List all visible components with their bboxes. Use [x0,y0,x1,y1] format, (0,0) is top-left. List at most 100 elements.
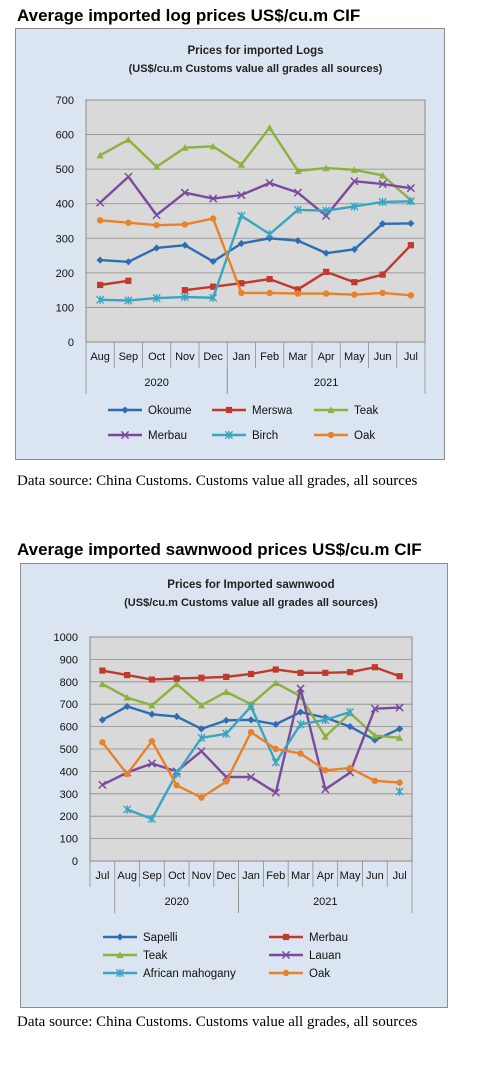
logs-series-oak-point [96,217,104,224]
sawnwood-series-african-mahogany-point [395,787,404,796]
sawnwood-series-african-mahogany-point [321,715,330,724]
logs-series-birch-point [96,295,105,304]
sawnwood-chart-title: Prices for Imported sawnwood [167,579,334,591]
logs-series-oak-point [153,221,160,229]
sawnwood-legend-swatch-marker [115,968,125,978]
logs-series-teak-point [181,144,189,151]
logs-legend-swatch-marker [327,406,335,414]
logs-series-merbau [95,172,416,220]
sawnwood-series-sapelli-point [222,716,230,724]
logs-series-teak-point [237,161,245,168]
sawnwood-legend-label: African mahogany [143,968,236,980]
sawnwood-series-merbau-point [371,664,378,671]
logs-legend-label: Okoume [148,405,191,417]
logs-y-tick-label: 700 [56,95,74,107]
sawnwood-legend-swatch-marker [282,969,290,977]
log-prices-heading: Average imported log prices US$/cu.m CIF [17,6,361,25]
logs-x-tick-label: Jul [404,351,418,363]
logs-series-merbau-point [378,179,387,189]
sawnwood-series-lauan-point [197,747,206,756]
logs-x-tick-label: Mar [288,351,307,363]
sawnwood-series-sapelli-point [371,736,379,744]
logs-series-okoume-point [379,220,387,228]
logs-x-tick-label: Aug [90,351,110,363]
sawnwood-series-lauan-point [395,703,404,712]
logs-series-oak-point [238,289,245,297]
logs-series-merswa-point [294,286,301,293]
logs-chart-subtitle: (US$/cu.m Customs value all grades all s… [129,63,383,75]
logs-x-tick-label: Oct [148,351,165,363]
sawnwood-y-tick-label: 700 [60,699,78,711]
sawnwood-series-teak-point [396,734,404,741]
logs-series-merbau-point [124,172,133,181]
logs-series-okoume-point [181,241,189,249]
logs-legend-item-okoume: Okoume [108,405,191,417]
sawnwood-legend-item-lauan: Lauan [269,950,341,962]
logs-series-oak-point [209,215,217,222]
logs-series-okoume-point [350,245,358,253]
sawnwood-prices-source: Data source: China Customs. Customs valu… [17,1014,418,1030]
sawnwood-series-african-mahogany-point [345,707,355,717]
log-prices-chart: Prices for imported Logs (US$/cu.m Custom… [56,45,426,442]
sawnwood-series-merbau-point [99,667,106,674]
sawnwood-x-tick-label: May [340,870,361,882]
logs-year-label: 2020 [144,377,168,389]
log-prices-chart-frame: Prices for imported Logs (US$/cu.m Custom… [15,28,445,460]
sawnwood-series-merbau-point [247,670,255,678]
sawnwood-series-oak-point [297,750,304,757]
sawnwood-y-tick-label: 800 [60,677,78,689]
logs-series-birch-point [124,296,133,305]
sawnwood-y-tick-label: 500 [60,744,78,756]
sawnwood-prices-heading: Average imported sawnwood prices US$/cu.… [17,540,422,559]
logs-series-oak-point [379,289,386,297]
sawnwood-series-african-mahogany-point [123,805,132,814]
logs-series-teak-line [99,126,412,202]
logs-series-okoume-line [100,222,411,263]
logs-series-merbau-line [99,175,412,218]
sawnwood-series-sapelli-point [247,716,255,724]
sawnwood-x-tick-label: Jan [242,870,260,882]
sawnwood-series-oak-point [223,778,230,785]
sawnwood-series-teak-point [222,688,230,695]
logs-series-birch-point [406,197,415,206]
sawnwood-prices-chart: Prices for Imported sawnwood (US$/cu.m Cu… [54,579,413,980]
logs-chart-title: Prices for imported Logs [187,45,323,57]
sawnwood-series-oak-point [247,729,255,736]
logs-y-tick-label: 600 [56,130,74,142]
logs-y-tick-label: 300 [56,233,74,245]
sawnwood-x-tick-label: Oct [168,870,185,882]
logs-series-merbau-point [265,178,274,188]
sawnwood-y-tick-label: 1000 [54,632,78,644]
sawnwood-series-lauan [98,684,404,797]
sawnwood-series-oak-point [272,745,279,753]
logs-series-birch-point [293,205,302,215]
sawnwood-legend-swatch-marker [281,950,291,960]
logs-series-merswa-point [266,275,273,283]
sawnwood-y-tick-label: 400 [60,766,78,778]
sawnwood-series-african-mahogany-point [147,814,157,823]
sawnwood-series-merbau-point [148,676,156,683]
logs-legend-label: Merswa [252,405,293,417]
logs-series-oak-point [407,292,415,299]
logs-series-teak-point [266,124,274,131]
logs-series-okoume-point [237,239,245,248]
sawnwood-series-lauan-point [246,772,256,782]
logs-legend-item-merbau: Merbau [108,430,187,442]
sawnwood-series-african-mahogany-point [246,702,256,711]
sawnwood-series-merbau-point [322,669,329,676]
logs-series-birch-point [180,292,189,302]
logs-series-oak-point [322,290,330,297]
logs-series-merswa-point [210,283,217,290]
logs-legend-swatch-marker [120,430,130,440]
sawnwood-series-merbau-point [297,669,304,676]
logs-x-tick-label: Nov [175,351,195,363]
logs-series-okoume-point [153,244,161,252]
logs-legend-label: Merbau [148,430,187,442]
sawnwood-series-oak-point [396,779,403,786]
logs-x-tick-label: Dec [203,351,223,363]
logs-series-merbau-point [237,190,246,200]
sawnwood-series-lauan-point [147,759,157,768]
sawnwood-series-teak-point [197,701,206,709]
logs-series-teak-point [294,167,302,174]
logs-series-oak-point [266,289,273,297]
